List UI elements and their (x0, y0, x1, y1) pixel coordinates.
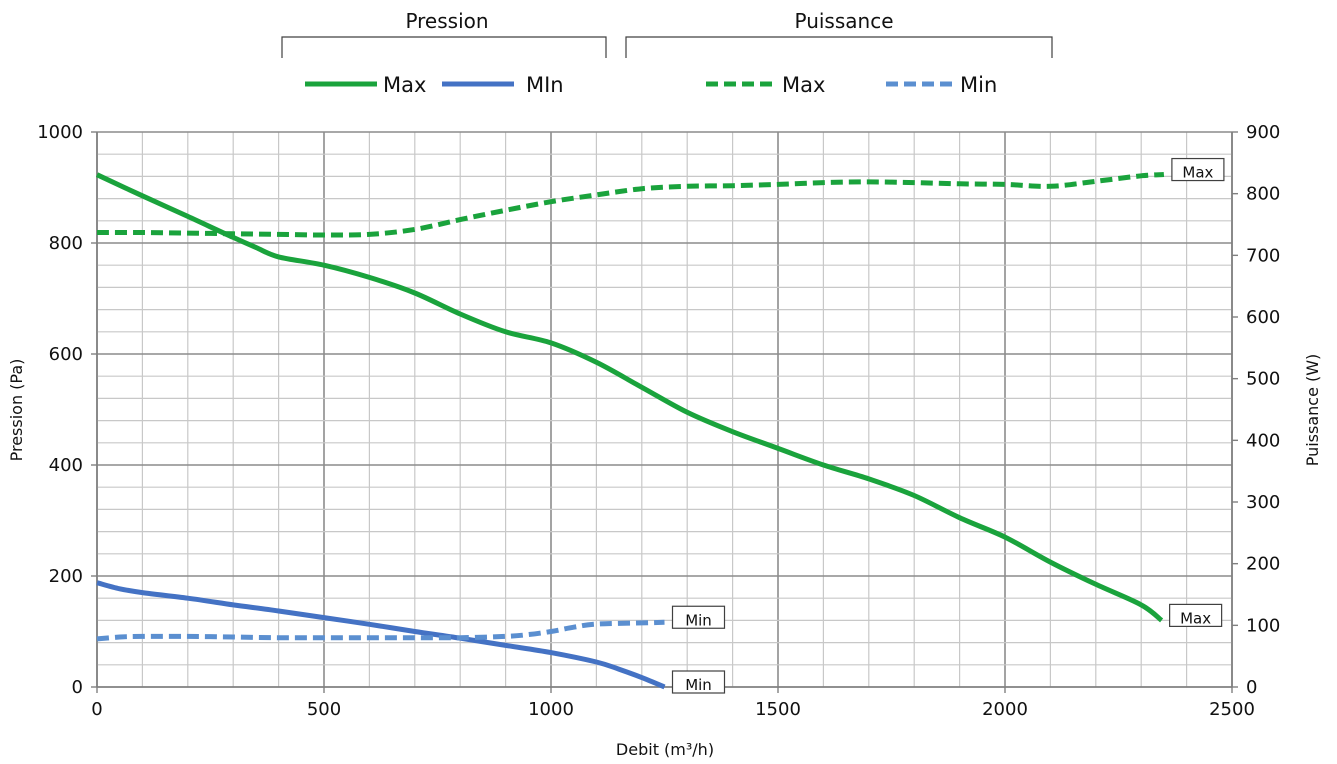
series-layer (95, 172, 1165, 690)
data-label-box (1169, 603, 1223, 628)
x-tick-label: 2000 (982, 699, 1028, 720)
x-tick-label: 0 (91, 699, 102, 720)
grid (96, 131, 1233, 688)
data-label: Min (685, 676, 712, 694)
x-tick-label: 500 (307, 699, 341, 720)
y-right-tick-label: 200 (1246, 554, 1280, 575)
legend-group-bracket (625, 36, 1053, 58)
legend: Pression Max MIn Puissance Max Min (281, 9, 1053, 97)
data-label: Min (685, 611, 712, 629)
y-right-tick-label: 100 (1246, 615, 1280, 636)
y-left-tick-label: 800 (49, 233, 83, 254)
annotations: Max Max Min Min (671, 157, 1225, 694)
y-left-tick-label: 200 (49, 566, 83, 587)
data-label-box (671, 605, 726, 629)
legend-entry-label: Max (383, 73, 426, 97)
y-right-tick-label: 900 (1246, 122, 1280, 143)
data-label-box (1171, 157, 1225, 182)
y-right-tick-label: 500 (1246, 369, 1280, 390)
y-left-axis-title: Pression (Pa) (7, 359, 26, 462)
series-line-pression-min (96, 580, 666, 690)
y-right-tick-label: 700 (1246, 245, 1280, 266)
legend-group-title: Puissance (794, 9, 893, 33)
y-left-tick-label: 400 (49, 455, 83, 476)
legend-entry-label: MIn (526, 73, 564, 97)
y-left-tick-label: 1000 (37, 122, 83, 143)
legend-entry-label: Min (960, 73, 997, 97)
y-right-axis-title: Puissance (W) (1303, 354, 1322, 467)
y-right-tick-label: 0 (1246, 677, 1257, 698)
y-right-tick-label: 300 (1246, 492, 1280, 513)
legend-group-title: Pression (405, 9, 488, 33)
x-axis-title: Debit (m³/h) (616, 740, 714, 759)
y-left-tick-label: 600 (49, 344, 83, 365)
axis-titles: Debit (m³/h) Pression (Pa) Puissance (W) (7, 354, 1322, 759)
data-label-box (671, 670, 726, 694)
axes: 0 500 1000 1500 2000 250002004006008001000010… (37, 122, 1280, 720)
data-label: Max (1180, 609, 1211, 627)
x-tick-label: 1500 (755, 699, 801, 720)
x-tick-label: 2500 (1209, 699, 1255, 720)
series-line-pression-max (95, 172, 1164, 623)
y-right-tick-label: 600 (1246, 307, 1280, 328)
x-tick-label: 1000 (528, 699, 574, 720)
legend-group-bracket (281, 36, 607, 58)
series-line-puissance-min (96, 619, 665, 642)
legend-entry-label: Max (782, 73, 825, 97)
y-right-tick-label: 400 (1246, 430, 1280, 451)
y-left-tick-label: 0 (72, 677, 83, 698)
series-line-puissance-max (96, 172, 1165, 238)
y-right-tick-label: 800 (1246, 184, 1280, 205)
data-label: Max (1182, 164, 1213, 182)
